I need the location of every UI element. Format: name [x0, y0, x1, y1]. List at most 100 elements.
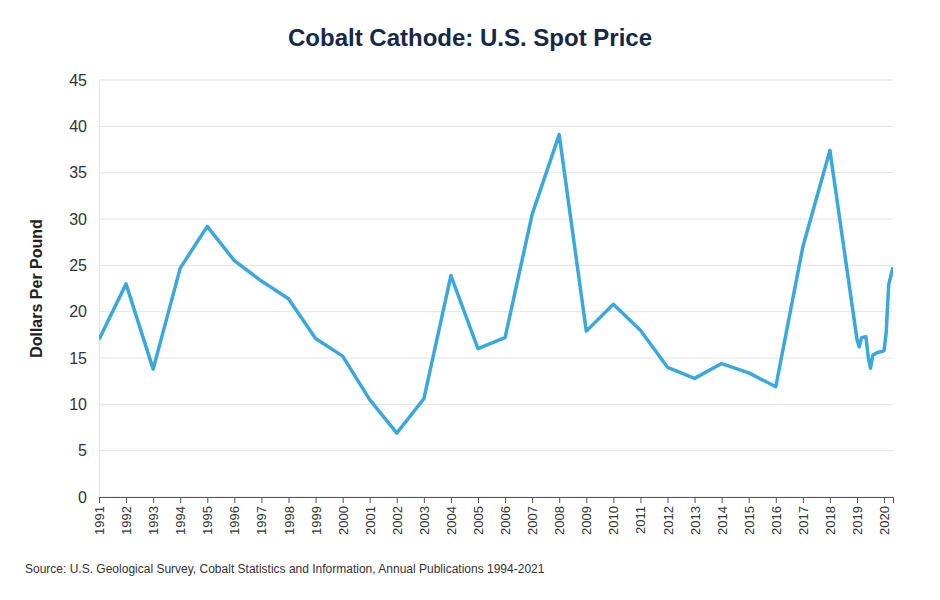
y-tick-label: 40	[69, 118, 87, 135]
y-tick: 30	[69, 211, 99, 228]
grid-line	[99, 126, 893, 127]
x-tick-mark	[99, 497, 100, 503]
x-axis-line	[100, 498, 894, 504]
x-tick-mark	[261, 497, 262, 503]
y-tick-label: 15	[69, 350, 87, 367]
x-tick-mark	[722, 497, 723, 503]
x-tick: 2019	[850, 497, 865, 535]
x-tick-mark	[532, 497, 533, 503]
y-tick: 5	[78, 442, 99, 459]
x-tick: 2000	[336, 497, 351, 535]
x-tick-mark	[451, 497, 452, 503]
x-tick-label: 2002	[390, 506, 405, 535]
x-tick-label: 2003	[417, 506, 432, 535]
x-tick-mark	[343, 497, 344, 503]
x-tick: 2012	[661, 497, 676, 535]
x-tick-mark	[613, 497, 614, 503]
x-tick-label: 2017	[796, 506, 811, 535]
x-tick: 2003	[417, 497, 432, 535]
source-note: Source: U.S. Geological Survey, Cobalt S…	[25, 562, 545, 576]
x-tick-mark	[857, 497, 858, 503]
y-tick: 40	[69, 118, 99, 135]
x-tick-label: 2019	[850, 506, 865, 535]
x-tick-label: 1999	[309, 506, 324, 535]
title: Cobalt Cathode: U.S. Spot Price	[288, 24, 652, 51]
x-tick-label: 2016	[769, 506, 784, 535]
y-tick: 0	[78, 489, 99, 506]
grid-line	[99, 172, 893, 173]
x-tick-label: 2006	[498, 506, 513, 535]
x-tick-mark	[288, 497, 289, 503]
x-tick: 1999	[309, 497, 324, 535]
x-tick: 2007	[525, 497, 540, 535]
x-tick-mark	[370, 497, 371, 503]
x-tick-label: 2004	[444, 506, 459, 535]
grid-line	[99, 311, 893, 312]
x-tick-label: 1998	[282, 506, 297, 535]
y-tick-label: 5	[78, 442, 87, 459]
x-tick: 1997	[254, 497, 269, 535]
chart: 0510152025303540451991199219931994199519…	[0, 0, 940, 600]
x-tick-label: 1993	[146, 506, 161, 535]
x-tick: 2001	[363, 497, 378, 535]
x-tick-label: 2005	[471, 506, 486, 535]
grid-line	[99, 219, 893, 220]
x-tick-mark	[776, 497, 777, 503]
series-group	[99, 135, 893, 433]
y-tick: 20	[69, 303, 99, 320]
x-tick: 2002	[390, 497, 405, 535]
x-tick-mark	[559, 497, 560, 503]
x-tick-mark	[884, 497, 885, 503]
y-tick: 35	[69, 164, 99, 181]
x-tick: 2009	[579, 497, 594, 535]
x-tick: 2008	[552, 497, 567, 535]
x-tick-mark	[234, 497, 235, 503]
x-tick: 1995	[200, 497, 215, 535]
y-tick-label: 0	[78, 489, 87, 506]
x-tick-label: 2007	[525, 506, 540, 535]
x-tick: 2011	[633, 497, 648, 534]
x-tick-mark	[397, 497, 398, 503]
grid-line	[99, 404, 893, 405]
x-tick-mark	[749, 497, 750, 503]
x-tick: 1992	[119, 497, 134, 535]
x-tick-label: 1995	[200, 506, 215, 535]
x-tick: 2018	[823, 497, 838, 535]
x-tick-mark	[424, 497, 425, 503]
x-tick: 2013	[688, 497, 703, 535]
y-tick-label: 25	[69, 257, 87, 274]
y-tick-label: 30	[69, 211, 87, 228]
x-tick: 1994	[173, 497, 188, 535]
x-tick-label: 2009	[579, 506, 594, 535]
y-tick: 45	[69, 72, 99, 89]
x-tick: 2005	[471, 497, 486, 535]
x-tick-label: 1992	[119, 506, 134, 535]
y-axis-title: Dollars Per Pound	[28, 219, 45, 358]
x-tick-label: 2020	[877, 506, 892, 535]
grid	[99, 80, 893, 497]
grid-line	[99, 80, 893, 81]
x-tick-mark	[207, 497, 208, 503]
x-tick-label: 2013	[688, 506, 703, 535]
x-tick: 2020	[877, 497, 892, 535]
x-tick-label: 2015	[742, 506, 757, 535]
x-tick-mark	[667, 497, 668, 503]
grid-line	[99, 358, 893, 359]
x-tick-label: 2000	[336, 506, 351, 535]
x-tick-label: 1991	[92, 506, 107, 535]
x-tick-label: 1997	[254, 506, 269, 535]
x-tick: 1991	[92, 497, 107, 535]
x-tick-label: 1994	[173, 506, 188, 535]
grid-line	[99, 450, 893, 451]
x-tick-label: 1996	[227, 506, 242, 535]
x-tick: 2017	[796, 497, 811, 535]
y-tick-label: 35	[69, 164, 87, 181]
x-tick: 2010	[606, 497, 621, 535]
x-tick-mark	[153, 497, 154, 503]
y-tick: 15	[69, 350, 99, 367]
x-tick: 1993	[146, 497, 161, 535]
x-tick: 2016	[769, 497, 784, 535]
x-tick-mark	[586, 497, 587, 503]
x-tick-mark	[803, 497, 804, 503]
x-tick: 2015	[742, 497, 757, 535]
